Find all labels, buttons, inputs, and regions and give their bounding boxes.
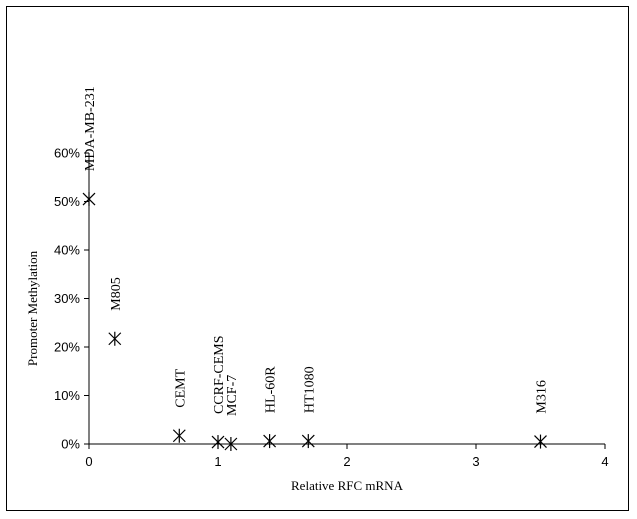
data-point-label: CEMT	[173, 368, 188, 407]
data-point	[263, 434, 277, 449]
y-tick-label: 10%	[54, 388, 80, 403]
x-axis-ticks: 0 1 2 3 4	[85, 444, 609, 469]
y-axis-title: Promoter Methylation	[25, 250, 40, 366]
data-point	[82, 192, 96, 207]
x-tick-label: 1	[214, 454, 221, 469]
x-tick-label: 3	[472, 454, 479, 469]
x-axis-title: Relative RFC mRNA	[291, 478, 404, 493]
data-point-label: MDA-MB-231	[83, 86, 98, 171]
y-tick-label: 30%	[54, 291, 80, 306]
data-point	[224, 437, 238, 451]
y-tick-label: 20%	[54, 340, 80, 355]
y-tick-label: 50%	[54, 194, 80, 209]
axes	[88, 153, 605, 445]
data-point-label: CCRF-CEMS	[212, 335, 227, 414]
data-point-label: MCF-7	[225, 375, 240, 416]
data-point	[534, 434, 547, 449]
data-point	[301, 434, 315, 449]
x-tick-label: 0	[85, 454, 92, 469]
y-tick-label: 60%	[54, 146, 80, 161]
data-point-label: HL-60R	[264, 366, 279, 413]
data-points	[82, 192, 547, 451]
data-point-label: M316	[535, 380, 550, 413]
data-point	[211, 435, 225, 450]
data-point	[108, 331, 122, 346]
y-tick-label: 0%	[61, 437, 80, 452]
y-tick-label: 40%	[54, 243, 80, 258]
x-tick-label: 4	[601, 454, 608, 469]
x-tick-label: 2	[343, 454, 350, 469]
data-point-label: HT1080	[302, 366, 317, 413]
chart-frame	[6, 6, 629, 511]
y-axis-ticks: 0% 10% 20% 30% 40% 50% 60%	[54, 146, 89, 452]
data-point	[172, 428, 186, 443]
data-point-label: M805	[109, 277, 124, 310]
